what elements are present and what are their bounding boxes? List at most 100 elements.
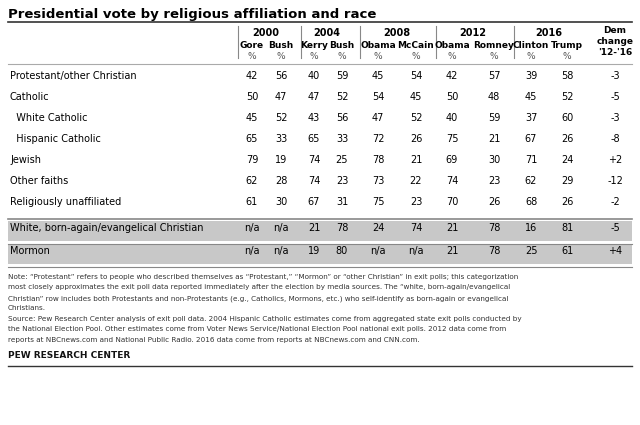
Text: Catholic: Catholic xyxy=(10,92,50,102)
Text: White, born-again/evangelical Christian: White, born-again/evangelical Christian xyxy=(10,223,204,233)
Text: Jewish: Jewish xyxy=(10,155,41,165)
Text: 60: 60 xyxy=(561,113,573,123)
Text: 78: 78 xyxy=(488,246,500,256)
Text: PEW RESEARCH CENTER: PEW RESEARCH CENTER xyxy=(8,351,131,360)
Text: 29: 29 xyxy=(561,176,573,186)
Text: %: % xyxy=(490,52,499,61)
Text: reports at NBCnews.com and National Public Radio. 2016 data come from reports at: reports at NBCnews.com and National Publ… xyxy=(8,337,420,343)
Bar xyxy=(8,244,632,264)
Text: %: % xyxy=(248,52,256,61)
Text: 59: 59 xyxy=(488,113,500,123)
Text: 54: 54 xyxy=(372,92,384,102)
Text: 70: 70 xyxy=(446,197,458,207)
Text: 50: 50 xyxy=(246,92,258,102)
Text: Trump: Trump xyxy=(551,41,583,50)
Text: 26: 26 xyxy=(561,134,573,144)
Text: 42: 42 xyxy=(446,71,458,81)
Text: Obama: Obama xyxy=(360,41,396,50)
Text: n/a: n/a xyxy=(371,246,386,256)
Bar xyxy=(8,221,632,241)
Text: n/a: n/a xyxy=(244,246,260,256)
Text: Bush: Bush xyxy=(330,41,355,50)
Text: 74: 74 xyxy=(308,155,320,165)
Text: 52: 52 xyxy=(561,92,573,102)
Text: McCain: McCain xyxy=(397,41,435,50)
Text: Obama: Obama xyxy=(434,41,470,50)
Text: 25: 25 xyxy=(525,246,537,256)
Text: 47: 47 xyxy=(275,92,287,102)
Text: 56: 56 xyxy=(336,113,348,123)
Text: 45: 45 xyxy=(246,113,258,123)
Text: -5: -5 xyxy=(610,223,620,233)
Text: 75: 75 xyxy=(372,197,384,207)
Text: Hispanic Catholic: Hispanic Catholic xyxy=(10,134,101,144)
Text: 26: 26 xyxy=(488,197,500,207)
Text: -2: -2 xyxy=(610,197,620,207)
Text: 2004: 2004 xyxy=(314,28,340,38)
Text: 19: 19 xyxy=(308,246,320,256)
Text: 2008: 2008 xyxy=(383,28,411,38)
Text: +2: +2 xyxy=(608,155,622,165)
Text: %: % xyxy=(412,52,420,61)
Text: 45: 45 xyxy=(410,92,422,102)
Text: 50: 50 xyxy=(446,92,458,102)
Text: 33: 33 xyxy=(336,134,348,144)
Text: 2000: 2000 xyxy=(253,28,280,38)
Text: 16: 16 xyxy=(525,223,537,233)
Text: 31: 31 xyxy=(336,197,348,207)
Text: %: % xyxy=(527,52,535,61)
Text: Clinton: Clinton xyxy=(513,41,549,50)
Text: Other faiths: Other faiths xyxy=(10,176,68,186)
Text: 69: 69 xyxy=(446,155,458,165)
Text: 21: 21 xyxy=(446,223,458,233)
Text: 68: 68 xyxy=(525,197,537,207)
Text: Dem
change
'12-'16: Dem change '12-'16 xyxy=(596,26,634,57)
Text: n/a: n/a xyxy=(273,246,289,256)
Text: 78: 78 xyxy=(336,223,348,233)
Text: Christians.: Christians. xyxy=(8,306,46,312)
Text: 21: 21 xyxy=(410,155,422,165)
Text: Gore: Gore xyxy=(240,41,264,50)
Text: %: % xyxy=(338,52,346,61)
Text: 21: 21 xyxy=(446,246,458,256)
Text: 45: 45 xyxy=(372,71,384,81)
Text: 74: 74 xyxy=(446,176,458,186)
Text: 23: 23 xyxy=(488,176,500,186)
Text: 52: 52 xyxy=(410,113,422,123)
Text: n/a: n/a xyxy=(408,246,424,256)
Text: 59: 59 xyxy=(336,71,348,81)
Text: -3: -3 xyxy=(610,113,620,123)
Text: Protestant/other Christian: Protestant/other Christian xyxy=(10,71,136,81)
Text: %: % xyxy=(276,52,285,61)
Text: Note: “Protestant” refers to people who described themselves as “Protestant,” “M: Note: “Protestant” refers to people who … xyxy=(8,274,518,280)
Text: 37: 37 xyxy=(525,113,537,123)
Text: 73: 73 xyxy=(372,176,384,186)
Text: -12: -12 xyxy=(607,176,623,186)
Text: 19: 19 xyxy=(275,155,287,165)
Text: 26: 26 xyxy=(410,134,422,144)
Text: 43: 43 xyxy=(308,113,320,123)
Text: 80: 80 xyxy=(336,246,348,256)
Text: the National Election Pool. Other estimates come from Voter News Service/Nationa: the National Election Pool. Other estima… xyxy=(8,326,506,332)
Text: 54: 54 xyxy=(410,71,422,81)
Text: %: % xyxy=(310,52,318,61)
Text: %: % xyxy=(374,52,382,61)
Text: 74: 74 xyxy=(308,176,320,186)
Text: -8: -8 xyxy=(610,134,620,144)
Text: 62: 62 xyxy=(525,176,537,186)
Text: 57: 57 xyxy=(488,71,500,81)
Text: %: % xyxy=(448,52,456,61)
Text: Romney: Romney xyxy=(474,41,515,50)
Text: 61: 61 xyxy=(246,197,258,207)
Text: 23: 23 xyxy=(410,197,422,207)
Text: 21: 21 xyxy=(488,134,500,144)
Text: 58: 58 xyxy=(561,71,573,81)
Text: 25: 25 xyxy=(336,155,348,165)
Text: 48: 48 xyxy=(488,92,500,102)
Text: 21: 21 xyxy=(308,223,320,233)
Text: -5: -5 xyxy=(610,92,620,102)
Text: 47: 47 xyxy=(372,113,384,123)
Text: 24: 24 xyxy=(372,223,384,233)
Text: 72: 72 xyxy=(372,134,384,144)
Text: Kerry: Kerry xyxy=(300,41,328,50)
